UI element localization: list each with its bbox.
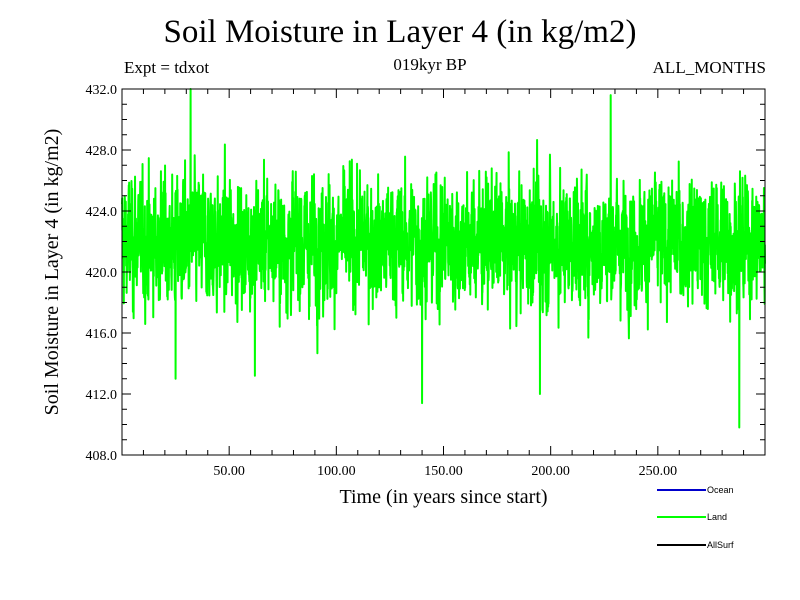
y-tick-label: 408.0 (86, 449, 118, 464)
y-tick-label: 428.0 (86, 144, 118, 159)
chart-title: Soil Moisture in Layer 4 (in kg/m2) (163, 14, 637, 50)
y-tick-label: 424.0 (86, 205, 118, 220)
y-axis-title: Soil Moisture in Layer 4 (in kg/m2) (41, 129, 63, 416)
legend: Ocean Land AllSurf (657, 485, 734, 550)
series-land-line (121, 88, 766, 429)
x-axis-title: Time (in years since start) (339, 486, 547, 508)
x-tick-label: 150.00 (424, 464, 463, 479)
y-tick-label: 420.0 (86, 266, 118, 281)
months-label: ALL_MONTHS (652, 58, 766, 77)
ticks-layer: 408.0 412.0 416.0 420.0 424.0 428.0 432.0 50.00… (86, 83, 765, 479)
x-tick-label: 250.00 (639, 464, 678, 479)
x-tick-label: 50.00 (213, 464, 245, 479)
y-tick-label: 416.0 (86, 327, 118, 342)
x-tick-label: 100.00 (317, 464, 356, 479)
legend-label-allsurf: AllSurf (707, 540, 734, 550)
series-layer (121, 88, 766, 429)
legend-label-land: Land (707, 512, 727, 522)
experiment-label: Expt = tdxot (124, 58, 210, 77)
period-label: 019kyr BP (393, 55, 467, 74)
legend-label-ocean: Ocean (707, 485, 734, 495)
y-tick-label: 412.0 (86, 388, 118, 403)
y-tick-label: 432.0 (86, 83, 118, 98)
x-tick-label: 200.00 (531, 464, 570, 479)
